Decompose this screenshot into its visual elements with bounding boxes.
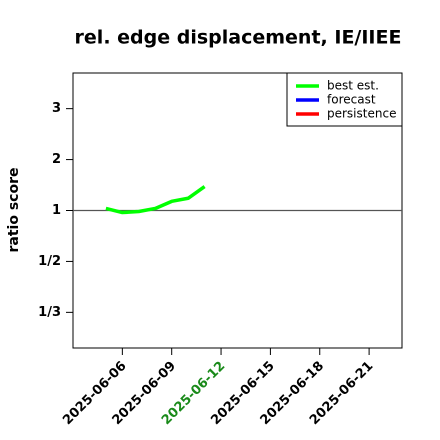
y-tick-label: 3 [52,101,61,116]
legend-label: forecast [327,93,376,107]
y-tick-label: 1/2 [38,254,61,269]
legend-label: best est. [327,79,379,93]
series-line [105,185,206,215]
y-tick-label: 2 [52,152,61,167]
chart-title: rel. edge displacement, IE/IIEE [75,27,402,49]
legend-label: persistence [327,107,396,121]
y-tick-label: 1 [52,203,61,218]
y-axis-label: ratio score [6,168,22,253]
y-tick-label: 1/3 [38,305,61,320]
